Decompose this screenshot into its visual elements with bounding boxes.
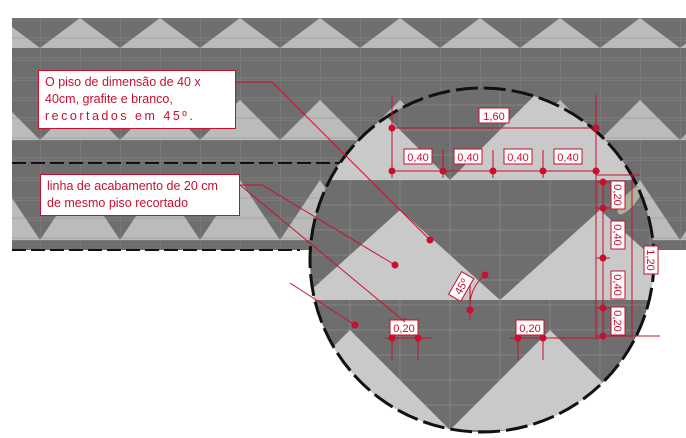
dim-tile-width: 0,40 bbox=[407, 152, 428, 164]
dimension-dot bbox=[466, 306, 474, 314]
light-tile-triangle bbox=[12, 27, 40, 48]
dimension-dot bbox=[388, 167, 396, 175]
light-tile-triangle bbox=[680, 134, 686, 140]
dimension-labels: 1,60 0,40 0,40 0,40 0,40 0,20 0,40 0,40 … bbox=[389, 107, 659, 336]
dimension-dot bbox=[599, 304, 607, 312]
light-tile-triangle bbox=[600, 18, 680, 48]
dimension-dot bbox=[592, 124, 600, 132]
dim-overall-height: 1,20 bbox=[644, 249, 656, 270]
dimension-dot bbox=[592, 167, 600, 175]
light-tile-triangle bbox=[200, 18, 280, 48]
dimension-dot bbox=[514, 334, 522, 342]
dimension-dot bbox=[599, 254, 607, 262]
dim-tile-width: 0,40 bbox=[557, 152, 578, 164]
dim-tile-width: 0,40 bbox=[507, 152, 528, 164]
light-tile-triangle bbox=[520, 18, 600, 48]
dimension-dot bbox=[481, 271, 489, 279]
light-tile-triangle bbox=[120, 18, 200, 48]
dim-tile-width: 0,40 bbox=[457, 152, 478, 164]
border-note-line: linha de acabamento de 20 cm bbox=[47, 179, 218, 193]
dimension-dot bbox=[388, 334, 396, 342]
dim-vertical-segment: 0,40 bbox=[611, 224, 623, 245]
floor-note-line: O piso de dimensão de 40 x bbox=[45, 75, 201, 89]
light-tile-triangle bbox=[450, 88, 650, 180]
light-tile-triangle bbox=[12, 112, 40, 140]
light-tile-triangle bbox=[310, 210, 500, 300]
light-tile-triangle bbox=[600, 100, 680, 140]
light-tile-triangle bbox=[680, 43, 686, 48]
light-tile-triangle bbox=[200, 180, 280, 240]
light-tile-triangle bbox=[440, 18, 520, 48]
dim-border-strip: 0,20 bbox=[519, 323, 540, 335]
leader-lines bbox=[236, 81, 431, 326]
light-tile-triangle bbox=[40, 18, 120, 48]
light-tile-triangle bbox=[280, 100, 360, 140]
dimension-dot bbox=[439, 167, 447, 175]
floor-tile-note: O piso de dimensão de 40 x 40cm, grafite… bbox=[38, 70, 236, 129]
dimension-dot bbox=[489, 167, 497, 175]
dimension-dot bbox=[539, 334, 547, 342]
dim-border-strip: 0,20 bbox=[393, 323, 414, 335]
dim-overall-width: 1,60 bbox=[483, 111, 504, 123]
floor-note-line: 40cm, grafite e branco, bbox=[45, 92, 173, 106]
light-tile-triangle bbox=[200, 100, 280, 140]
light-tile-triangle bbox=[500, 210, 654, 300]
floor-note-line: recortados em 45º. bbox=[45, 109, 196, 123]
dim-vertical-segment: 0,40 bbox=[611, 274, 623, 295]
dimension-dot bbox=[599, 178, 607, 186]
dim-vertical-segment: 0,20 bbox=[611, 184, 623, 205]
light-tile-triangle bbox=[360, 18, 440, 48]
light-tile-triangle bbox=[280, 18, 360, 48]
dimension-dot bbox=[388, 124, 396, 132]
dimension-dot bbox=[539, 167, 547, 175]
dimension-dot bbox=[414, 334, 422, 342]
dimension-dot bbox=[599, 204, 607, 212]
light-tile-triangle bbox=[12, 198, 40, 240]
light-tile-triangle bbox=[650, 330, 654, 430]
border-finish-note: linha de acabamento de 20 cm de mesmo pi… bbox=[40, 174, 240, 216]
border-note-line: de mesmo piso recortado bbox=[47, 196, 189, 210]
dimension-dot bbox=[599, 332, 607, 340]
dim-vertical-segment: 0,20 bbox=[611, 310, 623, 331]
